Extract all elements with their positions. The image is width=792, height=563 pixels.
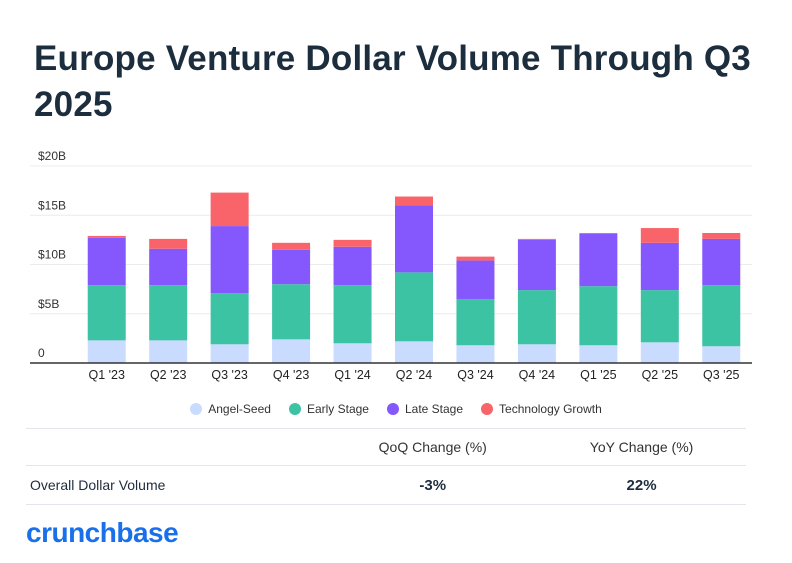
bar-segment-early-stage bbox=[640, 290, 679, 343]
bar-segment-angel-seed bbox=[640, 342, 679, 363]
bar-segment-angel-seed bbox=[395, 341, 433, 363]
qoq-header: QoQ Change (%) bbox=[378, 439, 487, 455]
legend-swatch bbox=[481, 403, 494, 415]
bar-segment-late-stage bbox=[579, 233, 618, 287]
bar-segment-late-stage bbox=[702, 238, 741, 286]
bar-segment-late-stage bbox=[333, 246, 372, 286]
bar-segment-angel-seed bbox=[702, 346, 741, 363]
y-tick-label: 0 bbox=[38, 346, 45, 360]
bar-segment-technology-growth bbox=[702, 232, 741, 239]
bar-segment-angel-seed bbox=[149, 340, 188, 363]
bar-segment-angel-seed bbox=[456, 345, 495, 363]
bar-segment-early-stage bbox=[395, 272, 433, 342]
bar-segment-late-stage bbox=[456, 260, 495, 299]
stats-table: QoQ Change (%) YoY Change (%) Overall Do… bbox=[26, 428, 746, 505]
x-tick-label: Q3 '25 bbox=[703, 368, 739, 382]
x-tick-label: Q2 '23 bbox=[150, 368, 186, 382]
x-tick-label: Q1 '23 bbox=[89, 368, 125, 382]
bar-segment-angel-seed bbox=[272, 339, 311, 363]
bar-segment-late-stage bbox=[149, 248, 188, 286]
crunchbase-logo: crunchbase bbox=[26, 517, 179, 548]
x-tick-label: Q3 '24 bbox=[457, 368, 493, 382]
bar-segment-early-stage bbox=[517, 290, 556, 345]
bar-segment-late-stage bbox=[210, 226, 249, 294]
bar-segment-angel-seed bbox=[210, 344, 249, 363]
y-tick-label: $20B bbox=[38, 149, 66, 163]
bar-segment-technology-growth bbox=[517, 238, 556, 240]
y-tick-label: $10B bbox=[38, 248, 66, 262]
bar-segment-late-stage bbox=[87, 237, 126, 286]
bar-segment-early-stage bbox=[456, 298, 495, 346]
x-tick-label: Q3 '23 bbox=[211, 368, 247, 382]
bar-segment-technology-growth bbox=[456, 256, 495, 261]
bar-segment-technology-growth bbox=[640, 228, 679, 243]
bar-segment-late-stage bbox=[517, 239, 556, 291]
bar-segment-technology-growth bbox=[333, 239, 372, 247]
bar-segment-late-stage bbox=[395, 205, 433, 273]
yoy-value: 22% bbox=[626, 476, 657, 494]
legend-swatch bbox=[288, 403, 301, 415]
bar-segment-technology-growth bbox=[210, 192, 249, 227]
bar-segment-angel-seed bbox=[87, 340, 126, 363]
x-tick-label: Q1 '25 bbox=[580, 368, 616, 382]
yoy-header: YoY Change (%) bbox=[589, 439, 694, 455]
stats-data-row: Overall Dollar Volume -3% 22% bbox=[26, 465, 746, 505]
legend-item: Technology Growth bbox=[481, 402, 602, 416]
y-tick-label: $15B bbox=[38, 198, 66, 212]
bar-segment-early-stage bbox=[579, 286, 618, 346]
legend-swatch bbox=[190, 403, 203, 415]
bar-segment-technology-growth bbox=[149, 238, 188, 249]
qoq-value: -3% bbox=[419, 476, 447, 494]
bar-segment-technology-growth bbox=[579, 232, 618, 234]
bar-segment-early-stage bbox=[210, 293, 249, 345]
legend-label: Early Stage bbox=[306, 402, 369, 416]
legend-item: Late Stage bbox=[386, 402, 464, 416]
chart-title: Europe Venture Dollar Volume Through Q3 … bbox=[34, 39, 751, 124]
bar-segment-technology-growth bbox=[395, 196, 433, 206]
x-tick-label: Q2 '25 bbox=[642, 368, 678, 382]
x-tick-label: Q4 '24 bbox=[519, 368, 555, 382]
legend: Angel-Seed Early Stage Late Stage Technolog… bbox=[0, 402, 792, 416]
bar-segment-early-stage bbox=[87, 285, 126, 341]
bar-segment-early-stage bbox=[333, 285, 372, 344]
legend-label: Technology Growth bbox=[499, 402, 602, 416]
bar-segment-early-stage bbox=[149, 285, 188, 341]
legend-label: Angel-Seed bbox=[208, 402, 271, 416]
bar-segment-angel-seed bbox=[333, 343, 372, 363]
bar-segment-angel-seed bbox=[517, 344, 556, 363]
x-tick-label: Q4 '23 bbox=[273, 368, 309, 382]
legend-label: Late Stage bbox=[404, 402, 464, 416]
bar-segment-late-stage bbox=[640, 242, 679, 291]
bar-segment-late-stage bbox=[272, 249, 311, 285]
bar-segment-technology-growth bbox=[272, 242, 311, 250]
stacked-bar-chart: 0 $5B $10B $15B $20B Q1 '23 Q2 '23 Q3 '23 Q4 '23… bbox=[30, 149, 752, 382]
bar-segment-technology-growth bbox=[87, 235, 126, 238]
x-tick-label: Q2 '24 bbox=[396, 368, 432, 382]
legend-swatch bbox=[386, 403, 399, 415]
bar-segment-angel-seed bbox=[579, 345, 618, 363]
stats-header-row: QoQ Change (%) YoY Change (%) bbox=[26, 428, 746, 465]
legend-item: Early Stage bbox=[288, 402, 369, 416]
stats-row-label: Overall Dollar Volume bbox=[30, 477, 166, 493]
legend-item: Angel-Seed bbox=[190, 402, 271, 416]
y-tick-label: $5B bbox=[38, 297, 59, 311]
bar-segment-early-stage bbox=[272, 284, 311, 340]
bar-segment-early-stage bbox=[702, 285, 741, 347]
x-tick-label: Q1 '24 bbox=[334, 368, 370, 382]
